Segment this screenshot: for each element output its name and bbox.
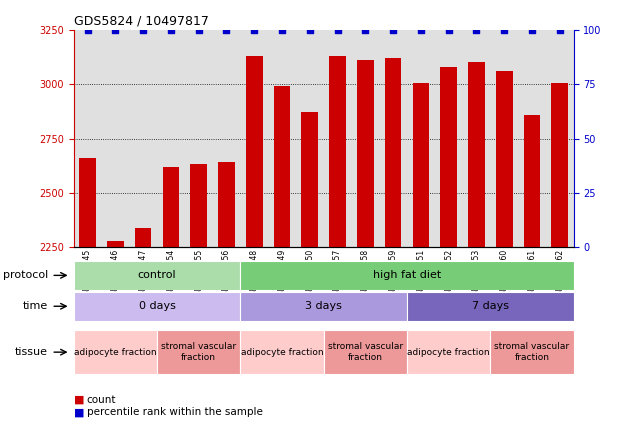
Point	[221, 26, 231, 33]
Bar	[407, 330, 490, 374]
Point	[277, 26, 287, 33]
Text: 0 days: 0 days	[138, 301, 176, 311]
Text: adipocyte fraction: adipocyte fraction	[74, 348, 156, 357]
Bar	[357, 60, 374, 423]
Bar	[468, 62, 485, 423]
Bar	[407, 292, 574, 321]
Text: ■: ■	[74, 407, 84, 418]
Bar	[74, 330, 157, 374]
Bar	[496, 71, 513, 423]
Bar	[163, 167, 179, 423]
Bar	[324, 330, 407, 374]
Bar	[246, 56, 263, 423]
Point	[444, 26, 454, 33]
Text: high fat diet: high fat diet	[373, 270, 441, 280]
Text: 7 days: 7 days	[472, 301, 509, 311]
Bar	[74, 292, 240, 321]
Text: tissue: tissue	[15, 347, 48, 357]
Point	[194, 26, 204, 33]
Bar	[74, 261, 240, 290]
Bar	[240, 261, 574, 290]
Text: stromal vascular
fraction: stromal vascular fraction	[161, 343, 237, 362]
Text: stromal vascular
fraction: stromal vascular fraction	[328, 343, 403, 362]
Text: adipocyte fraction: adipocyte fraction	[408, 348, 490, 357]
Text: control: control	[138, 270, 176, 280]
Text: protocol: protocol	[3, 270, 48, 280]
Text: ■: ■	[74, 395, 84, 405]
Bar	[79, 158, 96, 423]
Text: time: time	[23, 301, 48, 311]
Bar	[157, 330, 240, 374]
Bar	[524, 115, 540, 423]
Bar	[135, 228, 151, 423]
Text: 3 days: 3 days	[305, 301, 342, 311]
Point	[138, 26, 148, 33]
Point	[554, 26, 565, 33]
Bar	[551, 83, 568, 423]
Text: adipocyte fraction: adipocyte fraction	[241, 348, 323, 357]
Bar	[190, 164, 207, 423]
Bar	[240, 330, 324, 374]
Bar	[385, 58, 401, 423]
Text: count: count	[87, 395, 116, 405]
Point	[499, 26, 510, 33]
Bar	[107, 241, 124, 423]
Point	[388, 26, 398, 33]
Bar	[440, 67, 457, 423]
Point	[110, 26, 121, 33]
Bar	[301, 113, 318, 423]
Point	[304, 26, 315, 33]
Bar	[413, 83, 429, 423]
Point	[249, 26, 260, 33]
Point	[360, 26, 370, 33]
Point	[471, 26, 481, 33]
Bar	[490, 330, 574, 374]
Text: GDS5824 / 10497817: GDS5824 / 10497817	[74, 14, 208, 27]
Point	[527, 26, 537, 33]
Point	[333, 26, 343, 33]
Bar	[329, 56, 346, 423]
Text: percentile rank within the sample: percentile rank within the sample	[87, 407, 262, 418]
Bar	[218, 162, 235, 423]
Point	[83, 26, 93, 33]
Point	[166, 26, 176, 33]
Point	[416, 26, 426, 33]
Bar	[240, 292, 407, 321]
Bar	[274, 86, 290, 423]
Text: stromal vascular
fraction: stromal vascular fraction	[494, 343, 570, 362]
